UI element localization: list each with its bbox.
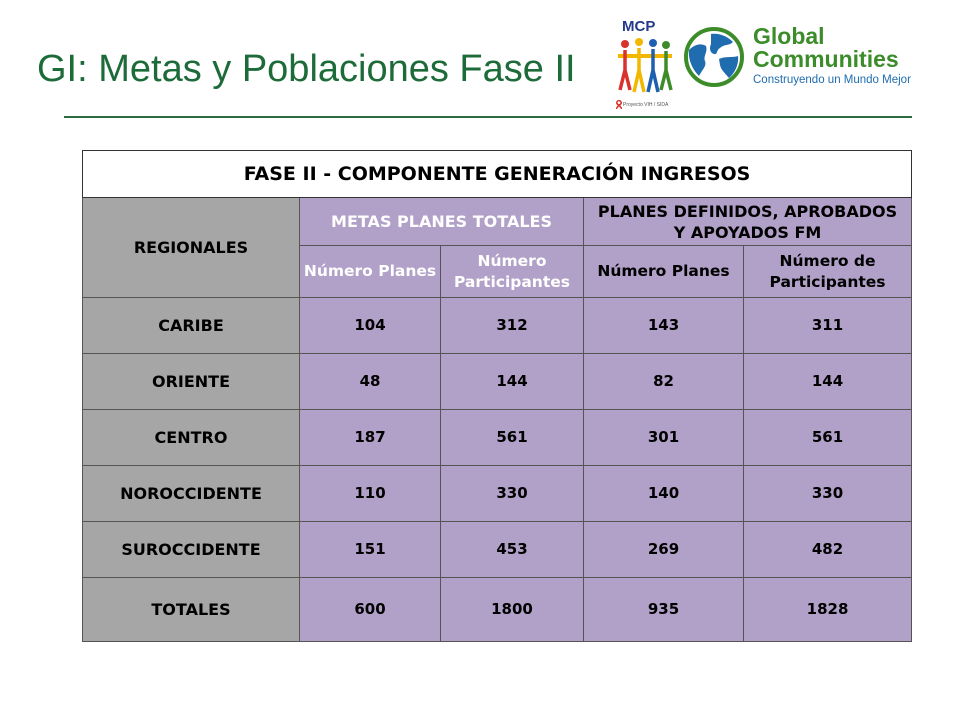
table-row: SUROCCIDENTE 151 453 269 482 — [82, 521, 913, 578]
red-ribbon-icon — [616, 100, 622, 109]
goals-table: FASE II - COMPONENTE GENERACIÓN INGRESOS… — [81, 150, 913, 642]
slide-title: GI: Metas y Poblaciones Fase II — [37, 48, 576, 90]
metas-participantes-cell: 144 — [440, 353, 584, 410]
header-metas-numero-participantes: Número Participantes — [440, 245, 584, 298]
metas-participantes-cell: 561 — [440, 409, 584, 466]
mcp-logo-text: MCP — [622, 18, 656, 35]
table-title: FASE II - COMPONENTE GENERACIÓN INGRESOS — [81, 150, 913, 198]
definidos-participantes-cell: 330 — [742, 465, 913, 522]
table-row: ORIENTE 48 144 82 144 — [82, 353, 913, 410]
definidos-planes-cell: 301 — [583, 409, 744, 466]
header-metas-planes-totales: METAS PLANES TOTALES — [299, 197, 584, 246]
metas-participantes-cell: 330 — [440, 465, 584, 522]
totals-metas-participantes: 1800 — [440, 577, 584, 642]
definidos-participantes-cell: 311 — [742, 297, 913, 354]
mcp-logo: MCP Proyecto VIH / SIDA — [614, 18, 676, 110]
definidos-planes-cell: 82 — [583, 353, 744, 410]
definidos-planes-cell: 143 — [583, 297, 744, 354]
definidos-participantes-cell: 482 — [742, 521, 913, 578]
metas-planes-cell: 110 — [299, 465, 441, 522]
table-row: NOROCCIDENTE 110 330 140 330 — [82, 465, 913, 522]
metas-participantes-cell: 312 — [440, 297, 584, 354]
totals-label: TOTALES — [82, 577, 300, 642]
region-cell: CARIBE — [82, 297, 300, 354]
region-cell: ORIENTE — [82, 353, 300, 410]
header-definidos-numero-planes: Número Planes — [583, 245, 744, 298]
header-metas-numero-planes: Número Planes — [299, 245, 441, 298]
definidos-planes-cell: 140 — [583, 465, 744, 522]
metas-planes-cell: 151 — [299, 521, 441, 578]
metas-participantes-cell: 453 — [440, 521, 584, 578]
mcp-logo-subtitle: Proyecto VIH / SIDA — [623, 102, 669, 108]
table-row: CARIBE 104 312 143 311 — [82, 297, 913, 354]
table-header-row: REGIONALES METAS PLANES TOTALES PLANES D… — [82, 197, 913, 298]
metas-planes-cell: 187 — [299, 409, 441, 466]
global-communities-logo: Global Communities Construyendo un Mundo… — [683, 23, 911, 95]
metas-planes-cell: 104 — [299, 297, 441, 354]
totals-metas-planes: 600 — [299, 577, 441, 642]
mcp-figures-icon — [618, 38, 673, 93]
table-title-row: FASE II - COMPONENTE GENERACIÓN INGRESOS — [81, 150, 913, 198]
region-cell: NOROCCIDENTE — [82, 465, 300, 522]
region-cell: CENTRO — [82, 409, 300, 466]
table-subheader-row: Número Planes Número Participantes Númer… — [83, 245, 913, 298]
header-planes-definidos: PLANES DEFINIDOS, APROBADOS Y APOYADOS F… — [582, 197, 913, 246]
globe-icon — [684, 27, 744, 87]
gc-logo-tagline: Construyendo un Mundo Mejor — [753, 74, 911, 86]
definidos-participantes-cell: 561 — [742, 409, 913, 466]
definidos-planes-cell: 269 — [583, 521, 744, 578]
title-divider — [64, 116, 912, 118]
table-totals-row: TOTALES 600 1800 935 1828 — [82, 577, 913, 642]
table-row: CENTRO 187 561 301 561 — [82, 409, 913, 466]
region-cell: SUROCCIDENTE — [82, 521, 300, 578]
metas-planes-cell: 48 — [299, 353, 441, 410]
totals-definidos-planes: 935 — [583, 577, 744, 642]
totals-definidos-participantes: 1828 — [742, 577, 913, 642]
header-regionales: REGIONALES — [82, 197, 300, 298]
gc-logo-name: Global Communities — [753, 23, 899, 72]
definidos-participantes-cell: 144 — [742, 353, 913, 410]
header-definidos-numero-participantes: Número de Participantes — [742, 245, 913, 298]
